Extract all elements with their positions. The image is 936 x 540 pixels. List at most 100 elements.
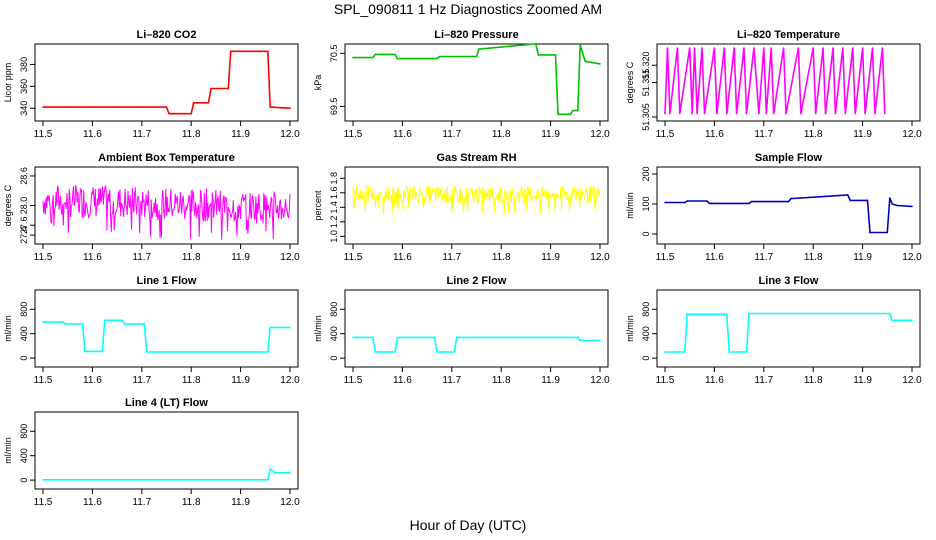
data-point: [763, 47, 765, 49]
data-point: [854, 112, 856, 115]
plot-frame: [656, 166, 921, 245]
data-point: [772, 112, 775, 115]
data-point: [557, 113, 559, 116]
x-tick-label: 12.0: [280, 129, 300, 140]
data-point: [62, 321, 64, 323]
data-point: [849, 199, 852, 202]
data-point: [814, 112, 817, 115]
data-point: [765, 112, 768, 115]
data-point: [911, 205, 913, 208]
plot-frame: [344, 289, 609, 368]
data-point: [165, 106, 168, 108]
data-point: [289, 472, 291, 474]
x-tick-label: 11.5: [344, 252, 363, 263]
x-tick-label: 11.7: [442, 375, 461, 386]
data-point: [394, 53, 396, 56]
data-point: [210, 87, 212, 90]
panel-title: Ambient Box Temperature: [98, 152, 235, 164]
x-tick-label: 11.8: [804, 129, 823, 140]
data-point: [708, 202, 711, 205]
x-tick-label: 11.5: [34, 497, 53, 508]
data-point: [693, 47, 696, 49]
y-axis-label: ml/min: [313, 315, 323, 342]
data-point: [750, 200, 753, 203]
series-line: [43, 50, 291, 115]
panel-title: Li–820 Temperature: [737, 29, 840, 41]
data-point: [733, 47, 735, 49]
x-tick-label: 11.6: [393, 252, 412, 263]
x-tick-label: 11.8: [492, 252, 511, 263]
data-point: [289, 107, 291, 109]
data-point: [372, 336, 374, 339]
data-point: [121, 319, 123, 322]
data-point: [688, 47, 691, 49]
data-point: [478, 48, 480, 50]
data-point: [42, 321, 44, 323]
y-tick-label: 51.315: [641, 69, 651, 97]
data-point: [824, 112, 827, 115]
data-point: [396, 57, 399, 60]
data-point: [889, 312, 891, 315]
series-line: [42, 184, 291, 240]
data-point: [869, 231, 871, 234]
y-tick-label: 380: [19, 57, 29, 72]
y-tick-label: 800: [19, 424, 29, 439]
x-tick-label: 11.7: [754, 129, 773, 140]
plot-frame: [656, 289, 921, 368]
y-tick-label: 360: [19, 79, 29, 94]
data-point: [599, 339, 601, 342]
x-tick-label: 11.7: [132, 375, 151, 386]
x-tick-label: 11.5: [656, 129, 675, 140]
y-tick-label: 400: [641, 326, 651, 341]
y-axis-label: ml/min: [3, 437, 13, 464]
data-point: [101, 350, 104, 353]
data-point: [475, 55, 478, 58]
data-point: [785, 112, 787, 115]
panel-1: Li–820 CO2 11.5 11.6 11.7 11.8 11.9 12.0 340 360…: [3, 29, 300, 140]
data-point: [701, 47, 703, 49]
x-tick-label: 11.6: [83, 252, 102, 263]
series-line: [665, 312, 912, 353]
data-point: [748, 202, 750, 205]
y-tick-label: 0: [19, 356, 29, 361]
data-point: [535, 43, 537, 45]
data-point: [748, 312, 750, 315]
data-point: [453, 351, 456, 353]
x-tick-label: 11.5: [656, 252, 675, 263]
data-point: [143, 323, 146, 325]
data-point: [104, 319, 106, 322]
y-tick-label: 1.2: [329, 216, 339, 229]
data-point: [579, 339, 581, 342]
data-point: [269, 106, 272, 108]
data-point: [579, 44, 581, 47]
y-tick-label: 400: [19, 326, 29, 341]
data-point: [572, 109, 574, 112]
plot-frame: [34, 43, 299, 122]
y-tick-label: 800: [641, 302, 651, 317]
data-point: [864, 112, 866, 115]
data-point: [666, 47, 669, 49]
x-tick-label: 11.9: [231, 252, 250, 263]
data-point: [884, 112, 886, 115]
x-tick-label: 11.5: [656, 375, 675, 386]
x-tick-label: 11.8: [804, 252, 823, 263]
data-point: [745, 112, 748, 115]
x-tick-label: 12.0: [590, 252, 610, 263]
data-point: [190, 112, 192, 115]
x-tick-label: 11.7: [754, 252, 773, 263]
data-point: [790, 197, 792, 200]
data-point: [374, 351, 377, 353]
panel-title: Line 3 Flow: [759, 275, 819, 287]
data-point: [735, 112, 738, 115]
panel-title: Li–820 CO2: [137, 29, 197, 41]
x-tick-label: 11.8: [182, 375, 201, 386]
x-tick-label: 11.6: [393, 129, 412, 140]
data-point: [713, 47, 716, 49]
data-point: [145, 351, 148, 353]
y-tick-label: 1.6: [329, 187, 339, 200]
y-tick-label: 100: [641, 196, 651, 211]
data-point: [192, 102, 195, 104]
series-line: [43, 467, 290, 481]
x-tick-label: 11.8: [182, 497, 201, 508]
panel-7: Line 1 Flow 11.5 11.6 11.7 11.8 11.9 12.0 0 400 8…: [3, 275, 300, 386]
